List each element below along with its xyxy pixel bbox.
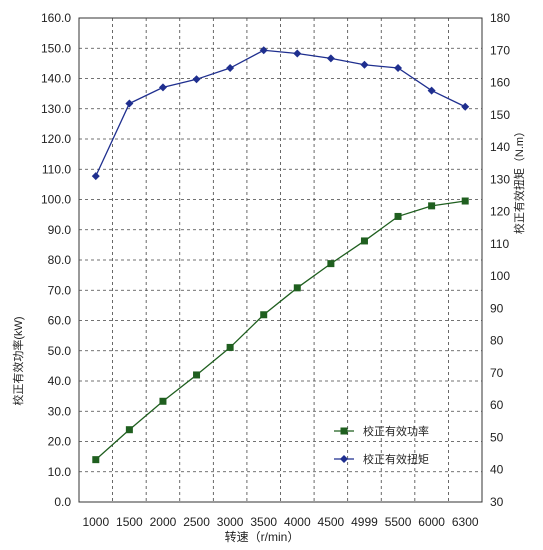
left-tick-label: 130.0 [41, 102, 71, 116]
right-tick-label: 60 [490, 398, 504, 412]
x-tick-label: 2000 [150, 515, 177, 529]
data-point-power [360, 237, 368, 245]
x-tick-label: 3500 [250, 515, 277, 529]
right-tick-label: 40 [490, 463, 504, 477]
data-point-torque [91, 172, 100, 181]
x-tick-label: 3000 [217, 515, 244, 529]
data-point-power [293, 284, 301, 292]
x-tick-label: 1500 [116, 515, 143, 529]
right-axis-ticks: 30 40 50 60 70 80 90 100 110 120 130 140 150 160 170 18… [490, 11, 510, 509]
data-point-torque [427, 86, 436, 95]
data-point-torque [192, 75, 201, 84]
legend-label-torque: 校正有效扭矩 [363, 452, 429, 466]
x-tick-label: 5500 [385, 515, 412, 529]
left-tick-label: 110.0 [42, 162, 71, 176]
right-tick-label: 160 [490, 76, 510, 90]
left-tick-label: 10.0 [48, 465, 72, 479]
right-tick-label: 150 [490, 108, 510, 122]
data-point-torque [125, 99, 134, 108]
right-tick-label: 180 [490, 11, 510, 25]
data-point-torque [259, 46, 268, 55]
left-tick-label: 140.0 [41, 72, 71, 86]
right-tick-label: 50 [490, 430, 504, 444]
legend-diamond-icon [340, 455, 348, 463]
x-tick-label: 1000 [82, 515, 109, 529]
data-point-torque [461, 102, 470, 111]
data-point-torque [360, 60, 369, 69]
data-point-power [428, 202, 436, 210]
x-axis-ticks: 1000 1500 2000 2500 3000 3500 4000 4500 4999 5500… [82, 515, 478, 529]
legend-square-icon [340, 427, 348, 435]
x-axis-label: 转速（r/min） [225, 529, 300, 544]
x-tick-label: 6000 [418, 515, 445, 529]
right-tick-label: 130 [490, 172, 510, 186]
left-tick-label: 80.0 [48, 253, 72, 267]
chart-grid [78, 17, 483, 503]
data-point-power [159, 397, 167, 405]
x-tick-label: 4999 [351, 515, 378, 529]
left-tick-label: 60.0 [48, 314, 72, 328]
left-tick-label: 20.0 [48, 435, 72, 449]
right-tick-label: 170 [490, 43, 510, 57]
left-tick-label: 120.0 [41, 132, 71, 146]
left-tick-label: 50.0 [48, 344, 72, 358]
left-tick-label: 160.0 [41, 11, 71, 25]
left-tick-label: 150.0 [41, 41, 71, 55]
series-layer [91, 46, 470, 464]
data-point-power [226, 343, 234, 351]
x-tick-label: 4500 [318, 515, 345, 529]
x-tick-label: 4000 [284, 515, 311, 529]
left-tick-label: 0.0 [54, 495, 71, 509]
left-tick-label: 100.0 [41, 193, 71, 207]
left-axis-ticks: 0.0 10.0 20.0 30.0 40.0 50.0 60.0 70.0 80.0 90.0 1… [41, 11, 71, 509]
data-point-power [461, 197, 469, 205]
left-tick-label: 30.0 [48, 404, 72, 418]
series-line-0 [95, 200, 466, 461]
right-tick-label: 30 [490, 495, 504, 509]
data-point-torque [158, 83, 167, 92]
left-tick-label: 40.0 [48, 374, 72, 388]
right-tick-label: 80 [490, 334, 504, 348]
right-axis-label: 校正有效扭矩（N.m） [512, 126, 526, 234]
right-tick-label: 100 [490, 269, 510, 283]
x-tick-label: 6300 [452, 515, 479, 529]
data-point-power [260, 311, 268, 319]
data-point-power [125, 426, 133, 434]
right-tick-label: 110 [490, 237, 509, 251]
data-point-power [193, 371, 201, 379]
data-point-power [394, 212, 402, 220]
data-point-torque [394, 64, 403, 73]
left-tick-label: 90.0 [48, 223, 72, 237]
right-tick-label: 140 [490, 140, 510, 154]
legend: 校正有效功率 校正有效扭矩 [334, 424, 429, 466]
left-tick-label: 70.0 [48, 283, 72, 297]
right-tick-label: 70 [490, 366, 504, 380]
data-point-torque [293, 49, 302, 58]
data-point-torque [326, 54, 335, 63]
series-line-1 [95, 49, 466, 177]
left-axis-label: 校正有效功率(kW) [11, 316, 25, 405]
right-tick-label: 90 [490, 301, 504, 315]
data-point-power [92, 456, 100, 464]
data-point-power [327, 260, 335, 268]
x-tick-label: 2500 [183, 515, 210, 529]
data-point-torque [226, 64, 235, 73]
right-tick-label: 120 [490, 205, 510, 219]
legend-label-power: 校正有效功率 [363, 424, 429, 438]
